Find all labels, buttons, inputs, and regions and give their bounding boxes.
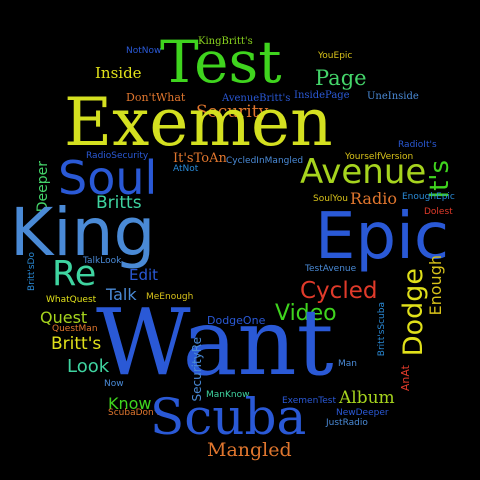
word-kingbritt-s: KingBritt's [198, 36, 253, 47]
word-britts: Britts [96, 193, 142, 213]
word-dolest: Dolest [424, 207, 453, 217]
word-enoughepic: EnoughEpic [402, 192, 455, 202]
word-britt-sscuba: Britt'sScuba [377, 302, 387, 357]
word-britt-s: Britt's [51, 334, 102, 354]
word-britt-sdo: Britt'sDo [27, 252, 37, 292]
word-anat: AnAt [399, 365, 412, 392]
word-avenue: Avenue [300, 152, 427, 192]
word-video: Video [275, 301, 337, 326]
word-security: Security [196, 102, 269, 122]
word-page: Page [315, 66, 367, 90]
word-edit: Edit [129, 266, 159, 284]
word-know: Know [108, 394, 152, 413]
word-don-twhat: Don'tWhat [126, 91, 186, 104]
word-mangled: Mangled [207, 439, 292, 461]
word-inside: Inside [95, 64, 142, 82]
word-radio: Radio [350, 189, 397, 208]
word-uneinside: UneInside [367, 91, 419, 102]
word-quest: Quest [40, 308, 88, 327]
word-radioit-s: RadioIt's [398, 140, 437, 150]
word-exementest: ExemenTest [282, 396, 337, 406]
word-now: Now [104, 379, 124, 389]
word-dodgeone: DodgeOne [207, 314, 266, 327]
word-whatquest: WhatQuest [46, 295, 97, 305]
word-want: Want [96, 289, 334, 396]
word-notnow: NotNow [126, 46, 162, 56]
word-it-stoan: It'sToAn [173, 151, 227, 166]
word-talklook: TalkLook [83, 256, 122, 266]
word-meenough: MeEnough [146, 292, 194, 302]
word-insidepage: InsidePage [294, 90, 350, 101]
word-album: Album [339, 388, 395, 408]
word-king: King [10, 194, 156, 271]
word-soul: Soul [58, 151, 158, 205]
word-yourselfversion: YourselfVersion [345, 152, 414, 162]
word-man: Man [338, 359, 357, 369]
word-manknow: ManKnow [206, 390, 250, 400]
word-justradio: JustRadio [326, 418, 368, 428]
word-cycledinmangled: CycledInMangled [226, 156, 304, 166]
word-talk: Talk [106, 285, 137, 304]
word-radiosecurity: RadioSecurity [86, 151, 149, 161]
word-testavenue: TestAvenue [305, 264, 357, 274]
word-dodge: Dodge [398, 268, 429, 357]
word-scuba: Scuba [150, 388, 307, 446]
word-questman: QuestMan [52, 324, 98, 334]
word-epic: Epic [315, 200, 450, 274]
word-enough: Enough [426, 255, 445, 316]
word-avenuebritt-s: AvenueBritt's [222, 93, 291, 104]
word-exemen: Exemen [64, 84, 333, 161]
word-soulyou: SoulYou [313, 194, 348, 204]
word-youepic: YouEpic [318, 51, 353, 61]
word-test: Test [160, 28, 282, 96]
word-scubadon-t: ScubaDon't [108, 408, 160, 418]
word-cycled: Cycled [300, 278, 378, 304]
word-look: Look [67, 356, 110, 377]
word-atnot: AtNot [173, 164, 199, 174]
word-re: Re [52, 254, 97, 294]
word-newdeeper: NewDeeper [336, 408, 389, 418]
